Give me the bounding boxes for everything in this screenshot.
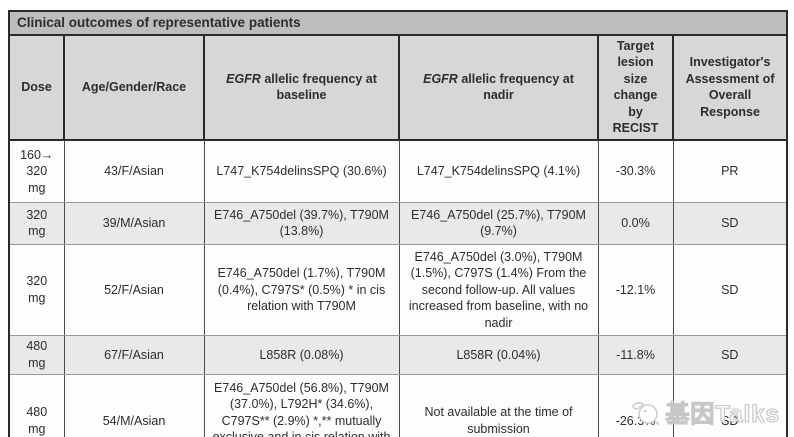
cell-dose: 160→ 320 mg xyxy=(8,139,65,203)
cell-recist-change: -12.1% xyxy=(597,243,674,336)
col-header-baseline-text: allelic frequency at baseline xyxy=(264,71,377,103)
cell-dose: 480 mg xyxy=(8,334,65,375)
cell-overall-response: SD xyxy=(672,373,788,437)
cell-nadir-frequency: E746_A750del (25.7%), T790M (9.7%) xyxy=(398,201,599,245)
table-row: 320 mg 52/F/Asian E746_A750del (1.7%), T… xyxy=(8,243,788,336)
egfr-gene-label-baseline: EGFR xyxy=(226,71,261,86)
cell-overall-response: SD xyxy=(672,201,788,245)
cell-nadir-frequency: Not available at the time of submission xyxy=(398,373,599,437)
table-row: 480 mg 54/M/Asian E746_A750del (56.8%), … xyxy=(8,373,788,437)
col-header-dose: Dose xyxy=(8,33,65,141)
cell-baseline-frequency: L747_K754delinsSPQ (30.6%) xyxy=(203,139,400,203)
cell-recist-change: 0.0% xyxy=(597,201,674,245)
cell-age-gender-race: 39/M/Asian xyxy=(63,201,205,245)
cell-overall-response: PR xyxy=(672,139,788,203)
table-title: Clinical outcomes of representative pati… xyxy=(7,10,789,36)
table-header-row: Dose Age/Gender/Race EGFR allelic freque… xyxy=(8,33,789,141)
cell-dose: 480 mg xyxy=(8,373,65,437)
cell-dose: 320 mg xyxy=(8,243,65,336)
cell-age-gender-race: 54/M/Asian xyxy=(63,373,205,437)
cell-nadir-frequency: L858R (0.04%) xyxy=(398,334,599,375)
cell-nadir-frequency: E746_A750del (3.0%), T790M (1.5%), C797S… xyxy=(398,243,599,336)
col-header-response: Investigator's Assessment of Overall Res… xyxy=(671,33,789,141)
cell-age-gender-race: 67/F/Asian xyxy=(63,334,205,375)
table-row: 480 mg 67/F/Asian L858R (0.08%) L858R (0… xyxy=(8,334,788,375)
cell-recist-change: -26.3% xyxy=(597,373,674,437)
cell-age-gender-race: 52/F/Asian xyxy=(63,243,205,336)
table-row: 320 mg 39/M/Asian E746_A750del (39.7%), … xyxy=(8,201,788,245)
cell-overall-response: SD xyxy=(672,243,788,336)
egfr-gene-label-nadir: EGFR xyxy=(423,71,458,86)
cell-overall-response: SD xyxy=(672,334,788,375)
cell-age-gender-race: 43/F/Asian xyxy=(63,139,205,203)
col-header-age-gender-race: Age/Gender/Race xyxy=(63,33,205,141)
col-header-baseline: EGFR allelic frequency at baseline xyxy=(203,33,400,141)
cell-recist-change: -30.3% xyxy=(597,139,674,203)
table-title-row: Clinical outcomes of representative pati… xyxy=(7,10,789,36)
cell-baseline-frequency: E746_A750del (56.8%), T790M (37.0%), L79… xyxy=(203,373,400,437)
cell-baseline-frequency: E746_A750del (39.7%), T790M (13.8%) xyxy=(203,201,400,245)
cell-recist-change: -11.8% xyxy=(597,334,674,375)
clinical-outcomes-table: Clinical outcomes of representative pati… xyxy=(7,10,789,437)
col-header-nadir-text: allelic frequency at nadir xyxy=(461,71,574,103)
cell-baseline-frequency: L858R (0.08%) xyxy=(203,334,400,375)
cell-baseline-frequency: E746_A750del (1.7%), T790M (0.4%), C797S… xyxy=(203,243,400,336)
table-row: 160→ 320 mg 43/F/Asian L747_K754delinsSP… xyxy=(8,139,788,203)
cell-dose: 320 mg xyxy=(8,201,65,245)
cell-nadir-frequency: L747_K754delinsSPQ (4.1%) xyxy=(398,139,599,203)
col-header-recist: Target lesion size change by RECIST xyxy=(597,33,674,141)
col-header-nadir: EGFR allelic frequency at nadir xyxy=(398,33,599,141)
